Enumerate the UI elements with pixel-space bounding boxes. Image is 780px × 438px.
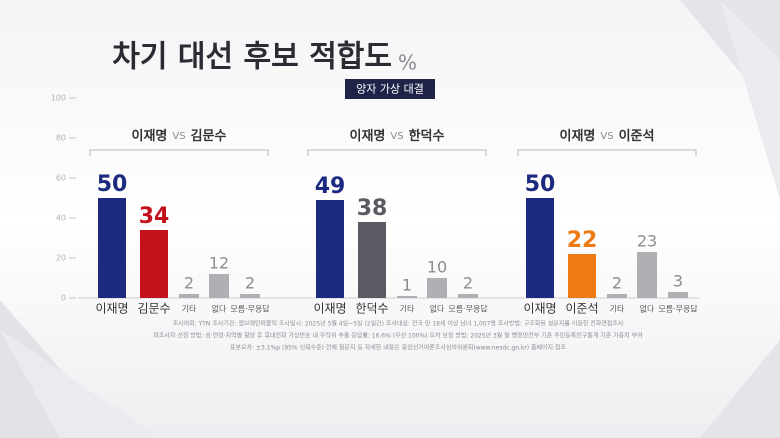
bar (568, 254, 596, 298)
value-label: 2 (245, 274, 255, 293)
bar (526, 198, 554, 298)
unit: % (398, 51, 417, 75)
value-label: 34 (139, 204, 170, 229)
x-tick-label: 기타 (610, 305, 625, 314)
bar (240, 294, 260, 298)
bar (140, 230, 168, 298)
bar (179, 294, 199, 298)
x-tick-label: 이재명 (523, 302, 556, 316)
footnote: 조사의뢰: YTN 조사기관: 엠브레인퍼블릭 조사일시: 2025년 5월 4… (173, 320, 624, 328)
y-tick-label: 80 (56, 134, 66, 143)
x-tick-label: 기타 (182, 305, 197, 314)
value-label: 2 (463, 274, 473, 293)
header-part: 이준석 (619, 128, 655, 144)
x-tick-label: 김문수 (137, 302, 170, 316)
group-header: 이재명 VS 김문수 (132, 128, 227, 144)
x-tick-label: 기타 (400, 305, 415, 314)
header-part: VS (172, 131, 185, 142)
subtitle-box (345, 79, 435, 99)
bar (209, 274, 229, 298)
value-label: 2 (184, 274, 194, 293)
header-part: 이재명 (350, 128, 386, 144)
value-label: 1 (402, 276, 412, 295)
bar (98, 198, 126, 298)
header-part: 김문수 (191, 129, 227, 144)
x-tick-label: 이재명 (313, 302, 346, 316)
y-tick-label: 40 (56, 214, 66, 223)
x-tick-label: 모름·무응답 (658, 304, 698, 314)
x-tick-label: 없다 (640, 305, 655, 314)
value-label: 2 (612, 274, 622, 293)
footnote: 표본오차: ±3.1%p (95% 신뢰수준) 전체 질문지 등 자세한 내용은… (230, 344, 566, 352)
value-label: 50 (97, 172, 128, 197)
chart-title: 차기 대선 후보 적합도 (112, 40, 392, 75)
header-part: VS (390, 131, 403, 142)
subtitle: 양자 가상 대결 (356, 83, 424, 96)
header-part: VS (600, 131, 613, 142)
bar (316, 200, 344, 298)
bar (637, 252, 657, 298)
value-label: 50 (525, 172, 556, 197)
decor (700, 340, 780, 438)
x-tick-label: 모름·무응답 (448, 304, 488, 314)
x-tick-label: 없다 (430, 305, 445, 314)
y-tick-label: 100 (51, 94, 66, 103)
value-label: 49 (315, 174, 346, 199)
value-label: 23 (637, 232, 657, 251)
bracket (517, 149, 697, 156)
y-tick-label: 60 (56, 174, 66, 183)
value-label: 3 (673, 272, 683, 291)
x-tick-label: 이준석 (565, 302, 598, 316)
x-tick-label: 없다 (212, 305, 227, 314)
group-header: 이재명 VS 이준석 (560, 128, 655, 144)
bar (397, 296, 417, 298)
x-tick-label: 이재명 (95, 302, 128, 316)
value-label: 22 (567, 228, 598, 253)
header-part: 한덕수 (409, 128, 445, 144)
bar (458, 294, 478, 298)
bracket (307, 149, 487, 156)
x-tick-label: 한덕수 (355, 302, 388, 316)
bar (607, 294, 627, 298)
decor (720, 0, 780, 200)
footnote: 피조사자 선정 방법: 성·연령·지역별 할당 후 휴대전화 가상번호 내 무작… (153, 332, 642, 340)
value-label: 38 (357, 196, 388, 221)
bar (427, 278, 447, 298)
bar (358, 222, 386, 298)
header-part: 이재명 (132, 128, 168, 144)
bracket (89, 149, 269, 156)
decor (0, 330, 160, 438)
value-label: 10 (427, 258, 447, 277)
y-tick-label: 0 (61, 294, 66, 303)
y-tick-label: 20 (56, 254, 66, 263)
bar (668, 292, 688, 298)
header-part: 이재명 (560, 128, 596, 144)
value-label: 12 (209, 254, 229, 273)
x-tick-label: 모름·무응답 (230, 304, 270, 314)
group-header: 이재명 VS 한덕수 (350, 128, 445, 144)
